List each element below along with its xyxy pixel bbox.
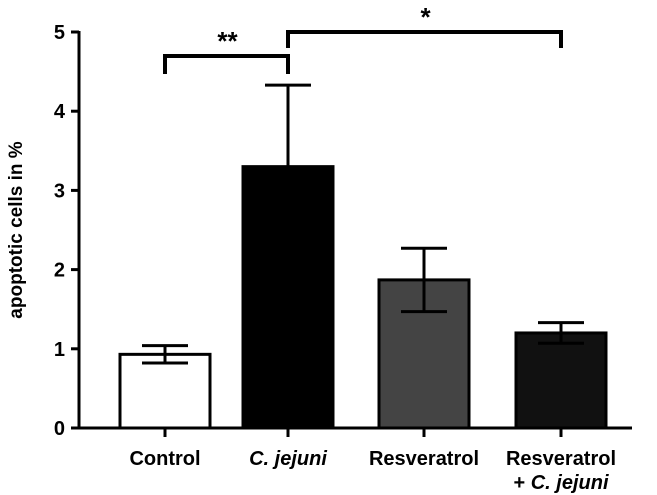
y-tick-label: 2 xyxy=(54,260,65,282)
x-tick-label: Control xyxy=(129,448,200,470)
significance-label: * xyxy=(420,2,431,32)
significance-brackets: *** xyxy=(163,2,563,74)
significance-label: ** xyxy=(217,26,238,56)
bar xyxy=(118,352,212,430)
y-tick-label: 4 xyxy=(54,101,66,123)
x-tick-label: Resveratrol xyxy=(369,448,479,470)
x-tick-label: Resveratrol xyxy=(506,448,616,470)
y-tick-label: 1 xyxy=(54,339,65,361)
x-tick-labels: Control C. jejuni Resveratrol Resveratrol+ … xyxy=(129,448,616,494)
y-tick-label: 0 xyxy=(54,418,65,440)
significance-bracket xyxy=(286,30,563,48)
y-tick-label: 3 xyxy=(54,180,65,202)
bars xyxy=(118,83,608,437)
bar xyxy=(514,331,608,430)
y-axis-label: apoptotic cells in % xyxy=(6,141,27,318)
significance-bracket xyxy=(163,54,290,74)
y-tick-label: 5 xyxy=(54,22,65,44)
x-tick-label: C. jejuni xyxy=(249,448,327,470)
x-tick-label-line2: + C. jejuni xyxy=(513,472,608,494)
